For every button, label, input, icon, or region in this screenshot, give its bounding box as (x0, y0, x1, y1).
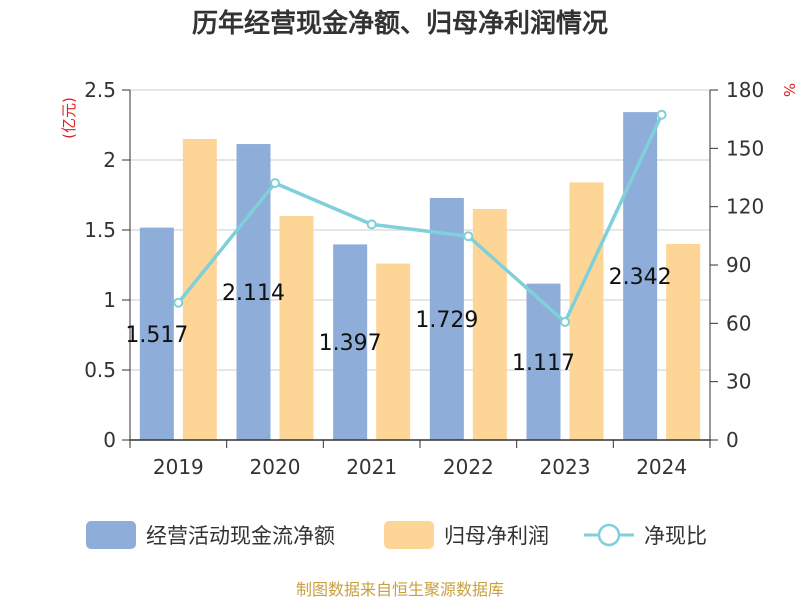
bar-net-profit (666, 244, 701, 440)
axes (122, 89, 718, 448)
right-axis-unit: % (780, 83, 798, 97)
bar-net-profit (279, 216, 314, 440)
ratio-point (366, 219, 377, 230)
right-tick-label: 60 (726, 311, 751, 335)
bar-net-profit (569, 182, 604, 440)
right-axis-ticks: 0 30 60 90 120 150 180 (726, 78, 764, 452)
right-tick-label: 150 (726, 136, 764, 160)
right-tick-label: 120 (726, 195, 764, 219)
data-label-operating-cash: 2.114 (222, 281, 285, 306)
x-tick-label: 2024 (636, 455, 687, 479)
data-label-operating-cash: 1.117 (512, 351, 575, 376)
legend-marker-ratio (597, 523, 621, 547)
data-label-operating-cash: 1.729 (415, 308, 478, 333)
bar-net-profit (376, 263, 411, 440)
chart-title: 历年经营现金净额、归母净利润情况 (192, 8, 608, 39)
x-tick-label: 2020 (250, 455, 301, 479)
right-tick-label: 0 (726, 428, 739, 452)
x-tick-label: 2021 (346, 455, 397, 479)
bars (139, 112, 701, 441)
bar-operating-cash (526, 283, 561, 440)
bar-operating-cash (333, 244, 368, 440)
right-tick-label: 90 (726, 253, 751, 277)
legend: 经营活动现金流净额 归母净利润 净现比 (86, 521, 707, 549)
ratio-point (560, 316, 570, 327)
legend-label-operating-cash: 经营活动现金流净额 (146, 524, 335, 548)
data-label-operating-cash: 1.397 (319, 331, 382, 356)
legend-label-net-profit: 归母净利润 (444, 524, 549, 548)
bar-operating-cash (429, 197, 464, 440)
ratio-point (270, 178, 280, 189)
left-tick-label: 0.5 (84, 358, 116, 382)
ratio-point (656, 109, 667, 120)
legend-swatch-operating-cash (86, 521, 136, 549)
right-tick-label: 30 (726, 370, 751, 394)
x-axis-ticks: 2019 2020 2021 2022 2023 2024 (153, 455, 687, 479)
left-tick-label: 2.5 (84, 78, 116, 102)
source-note: 制图数据来自恒生聚源数据库 (296, 580, 504, 599)
ratio-line-path (176, 113, 664, 325)
left-tick-label: 1 (103, 288, 116, 312)
ratio-point (463, 231, 474, 242)
left-tick-label: 1.5 (84, 218, 116, 242)
left-tick-label: 2 (103, 148, 116, 172)
x-tick-label: 2022 (443, 455, 494, 479)
bar-operating-cash (139, 227, 174, 440)
right-tick-label: 180 (726, 78, 764, 102)
ratio-line (173, 109, 667, 327)
left-axis-unit: (亿元) (60, 97, 78, 139)
data-label-operating-cash: 2.342 (609, 265, 672, 290)
left-axis-ticks: 0 0.5 1 1.5 2 2.5 (84, 78, 116, 452)
left-tick-label: 0 (103, 428, 116, 452)
bar-operating-cash (623, 112, 658, 441)
ratio-point (173, 297, 184, 308)
legend-label-ratio: 净现比 (644, 524, 707, 548)
legend-swatch-net-profit (384, 521, 434, 549)
data-labels: 1.517 2.114 1.397 1.729 1.117 2.342 (125, 265, 671, 376)
data-label-operating-cash: 1.517 (125, 323, 188, 348)
x-tick-label: 2023 (540, 455, 591, 479)
x-tick-label: 2019 (153, 455, 204, 479)
